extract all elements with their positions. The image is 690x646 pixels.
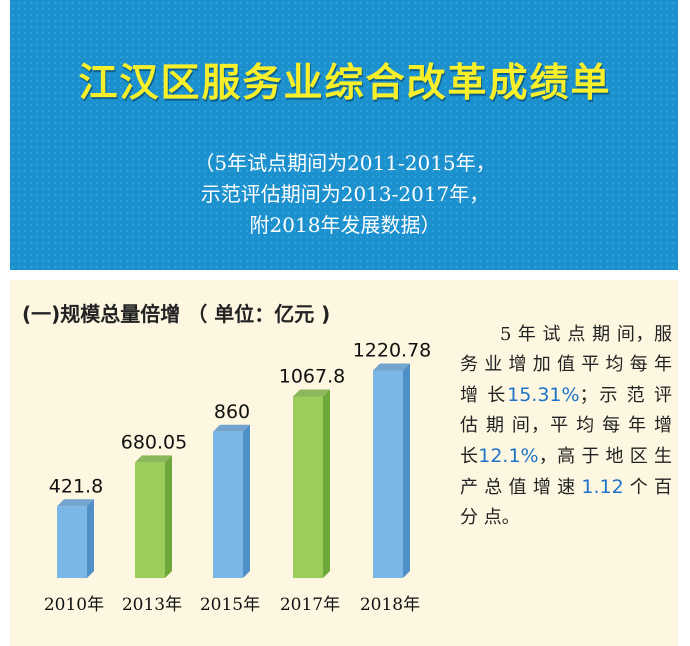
value-label: 1220.78 bbox=[353, 339, 432, 361]
value-label: 860 bbox=[214, 401, 250, 423]
subtitle-line-3: 附2018年发展数据） bbox=[249, 213, 441, 237]
value-label: 1067.8 bbox=[279, 365, 345, 387]
bar-2018年 bbox=[373, 363, 410, 578]
subtitle-line-1: （5年试点期间为2011-2015年， bbox=[194, 151, 496, 175]
header-banner bbox=[10, 0, 678, 270]
summary-note: 5 年 试 点 期 间，服 务 业 增 加 值 平 均 每 年 增 长15.31… bbox=[460, 320, 672, 533]
category-label: 2017年 bbox=[280, 595, 340, 615]
content-panel bbox=[10, 280, 678, 646]
note-text-4: 个 百 分 点。 bbox=[460, 477, 672, 528]
note-value-growth: 15.31% bbox=[507, 384, 580, 406]
category-label: 2018年 bbox=[360, 595, 420, 615]
page-title: 江汉区服务业综合改革成绩单 bbox=[78, 61, 612, 106]
note-value-points: 1.12 bbox=[581, 476, 624, 498]
bar-2015年 bbox=[213, 424, 250, 578]
note-value-demo-growth: 12.1% bbox=[478, 445, 539, 467]
note-text-2: ；示 范 评 估 期 间，平 均 每 年 增 长 bbox=[460, 385, 672, 467]
bar-2013年 bbox=[135, 455, 172, 578]
category-label: 2013年 bbox=[122, 595, 182, 615]
bar-chart: 421.8 2010年 680.05 2013年 860 2015年 1067.8 2017年… bbox=[44, 339, 432, 615]
bar-2010年 bbox=[57, 499, 94, 578]
value-label: 421.8 bbox=[49, 475, 103, 497]
note-text-3: ，高 于 地 区 生 产 总 值 增 速 bbox=[460, 446, 672, 498]
note-text-1: 5 年 试 点 期 间，服 务 业 增 加 值 平 均 每 年 增 长 bbox=[460, 324, 672, 406]
bar-2017年 bbox=[293, 389, 330, 578]
value-label: 680.05 bbox=[121, 431, 187, 453]
chart-title: (一)规模总量倍增 （ 单位：亿元 ) bbox=[22, 302, 331, 326]
category-label: 2015年 bbox=[200, 595, 260, 615]
subtitle-line-2: 示范评估期间为2013-2017年， bbox=[200, 182, 490, 206]
category-label: 2010年 bbox=[44, 595, 104, 615]
